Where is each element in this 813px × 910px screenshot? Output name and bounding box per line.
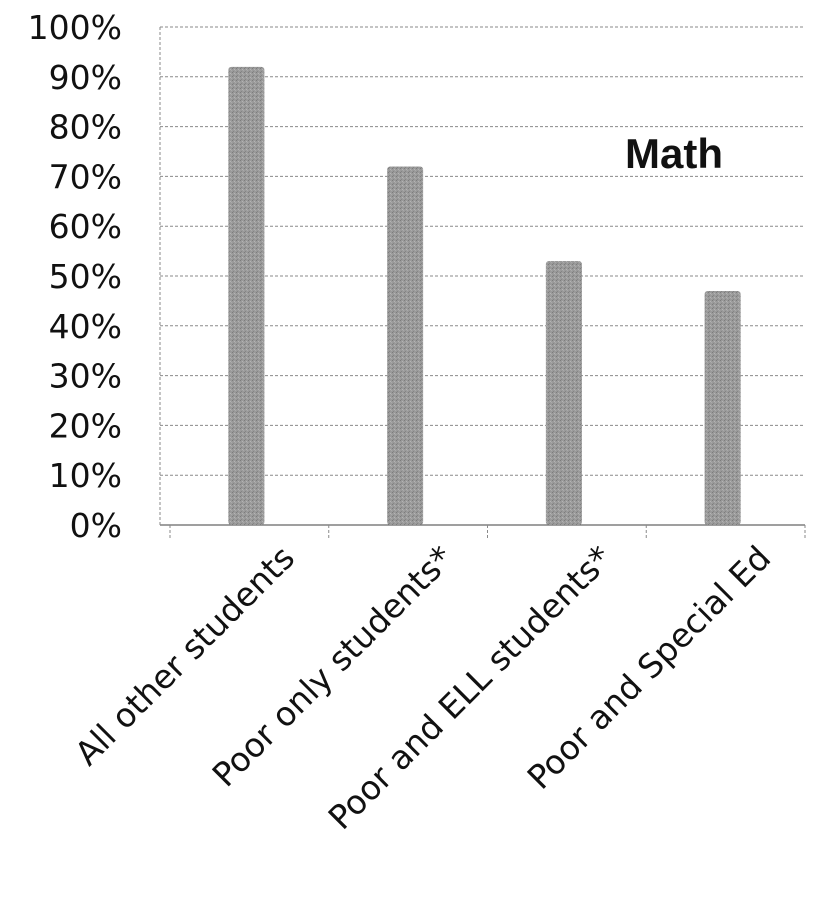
bar xyxy=(228,66,265,525)
y-tick-labels: 0% 10% 20% 30% 40% 50% 60% 70% 80% 90% 100% xyxy=(28,8,122,545)
y-tick-label: 70% xyxy=(49,157,122,196)
y-tick-label: 50% xyxy=(49,257,122,296)
y-tick-label: 80% xyxy=(49,108,122,147)
bar xyxy=(704,290,741,525)
category-label: Poor and ELL students* xyxy=(321,538,620,837)
gridlines xyxy=(160,26,805,526)
y-tick-label: 100% xyxy=(28,8,122,47)
bar xyxy=(545,261,582,525)
y-tick-label: 0% xyxy=(70,506,122,545)
bars xyxy=(228,66,741,525)
axes xyxy=(159,27,806,540)
chart-title: Math xyxy=(625,130,723,177)
y-tick-label: 60% xyxy=(49,207,122,246)
y-tick-label: 10% xyxy=(49,456,122,495)
y-tick-label: 20% xyxy=(49,406,122,445)
bar xyxy=(387,166,424,525)
y-tick-label: 40% xyxy=(49,307,122,346)
y-tick-label: 90% xyxy=(49,58,122,97)
y-tick-label: 30% xyxy=(49,357,122,396)
